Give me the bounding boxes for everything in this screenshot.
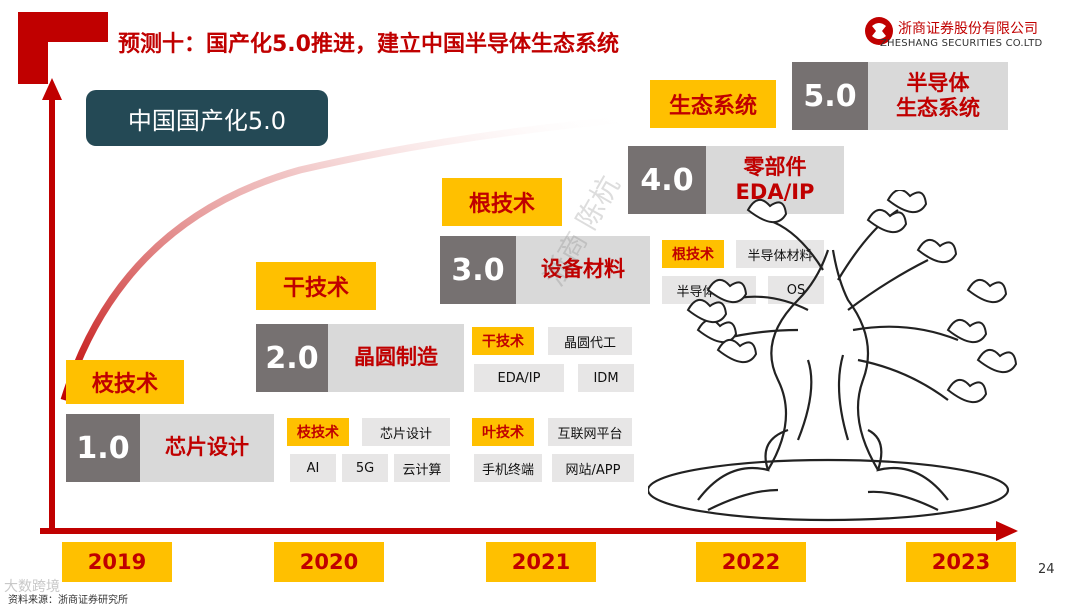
- gen4-label: 零部件 EDA/IP: [706, 146, 844, 214]
- main-badge: 中国国产化5.0: [86, 90, 328, 146]
- gen3-label: 设备材料: [516, 236, 650, 304]
- year-label: 2023: [906, 542, 1016, 582]
- company-logo-icon: [865, 17, 893, 45]
- year-label: 2022: [696, 542, 806, 582]
- gen2-label: 晶圆制造: [328, 324, 464, 392]
- gen1-tag: 枝技术: [66, 360, 184, 404]
- leaf-item: 手机终端: [474, 454, 542, 482]
- bonsai-tree-illustration: [648, 190, 1018, 522]
- trunk-item: EDA/IP: [474, 364, 564, 392]
- growth-curve: [60, 114, 641, 402]
- leaf-group-title: 叶技术: [472, 418, 534, 446]
- gen5-label: 半导体 生态系统: [868, 62, 1008, 130]
- page-title: 预测十：国产化5.0推进，建立中国半导体生态系统: [118, 32, 619, 57]
- year-label: 2019: [62, 542, 172, 582]
- root-item: 半导体材料: [736, 240, 824, 268]
- gen1-label: 芯片设计: [140, 414, 274, 482]
- gen3-number: 3.0: [440, 236, 516, 304]
- page-number: 24: [1038, 562, 1055, 577]
- root-group-title: 根技术: [662, 240, 724, 268]
- branch-item: 芯片设计: [362, 418, 450, 446]
- gen2-tag: 干技术: [256, 262, 376, 310]
- gen3-tag: 根技术: [442, 178, 562, 226]
- gen2-number: 2.0: [256, 324, 328, 392]
- year-label: 2020: [274, 542, 384, 582]
- leaf-item: 网站/APP: [552, 454, 634, 482]
- year-label: 2021: [486, 542, 596, 582]
- x-axis-arrow: [996, 521, 1018, 541]
- gen5-tag: 生态系统: [650, 80, 776, 128]
- company-name-en: ZHESHANG SECURITIES CO.LTD: [880, 38, 1043, 49]
- gen4-number: 4.0: [628, 146, 706, 214]
- branch-item: 5G: [342, 454, 388, 482]
- company-name: 浙商证券股份有限公司: [898, 21, 1038, 37]
- gen5-number: 5.0: [792, 62, 868, 130]
- trunk-item: IDM: [578, 364, 634, 392]
- leaf-item: 互联网平台: [548, 418, 632, 446]
- gen1-number: 1.0: [66, 414, 140, 482]
- trunk-item: 晶圆代工: [548, 327, 632, 355]
- branch-group-title: 枝技术: [287, 418, 349, 446]
- corner-decoration: [18, 12, 108, 84]
- source-note: 资料来源：浙商证券研究所: [8, 595, 128, 606]
- branch-item: AI: [290, 454, 336, 482]
- trunk-group-title: 干技术: [472, 327, 534, 355]
- y-axis-arrow: [42, 78, 62, 100]
- branch-item: 云计算: [394, 454, 450, 482]
- corner-watermark: 大数跨境: [4, 579, 60, 595]
